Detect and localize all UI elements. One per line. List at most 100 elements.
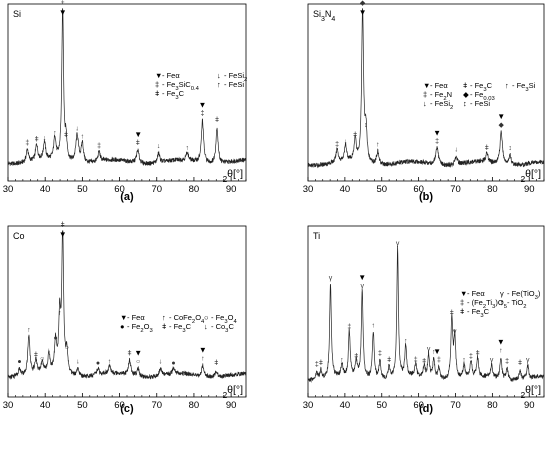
legend-label: - Fe3C (169, 322, 192, 334)
phase-marker: ǂ (215, 117, 219, 124)
legend-label: - Co3C (211, 322, 234, 334)
legend-label: - Fe3Si (512, 81, 536, 93)
legend-symbol: ↕ (463, 99, 467, 108)
phase-marker: ǂ (387, 357, 391, 364)
legend-symbol: ǂ (463, 81, 467, 90)
phase-marker: ǂ (518, 360, 522, 367)
legend-label: - Feα (430, 81, 448, 90)
phase-marker: ↓ (75, 125, 79, 132)
legend-symbol: ○ (204, 313, 209, 322)
phase-marker: ↑ (201, 355, 205, 362)
phase-marker: γ (490, 357, 494, 364)
plot-frame (7, 225, 247, 398)
legend-symbol: ‡ (423, 90, 427, 99)
legend-label: - Feα (467, 289, 485, 298)
phase-marker: ǂ (450, 310, 454, 317)
sample-label: Si3N4 (313, 9, 335, 23)
fe-alpha-marker: ▼ (199, 101, 207, 110)
sample-label: Ti (313, 231, 320, 241)
x-tick-label: 90 (524, 184, 535, 195)
x-tick-label: 30 (303, 400, 314, 411)
phase-marker: ↕ (364, 122, 368, 129)
phase-marker: ↓ (43, 135, 47, 142)
legend-label: - Fe2N (430, 90, 452, 102)
phase-marker: ↑ (81, 133, 85, 140)
x-tick-label: 80 (189, 400, 200, 411)
phase-marker: ○ (65, 344, 69, 351)
phase-marker: ‡ (414, 357, 418, 364)
x-tick-label: 80 (487, 184, 498, 195)
legend-symbol: ↑ (162, 313, 166, 322)
phase-marker: ↑ (499, 347, 503, 354)
phase-marker: ǂ (354, 354, 358, 361)
legend-symbol: ǂ (162, 322, 166, 331)
x-tick-label: 90 (226, 184, 237, 195)
x-axis-label: 2θ[°] (521, 168, 542, 184)
legend-symbol: ▼ (120, 313, 127, 322)
phase-marker: ○ (40, 355, 44, 362)
sample-label: Co (13, 231, 25, 241)
phase-marker: ‡ (469, 354, 473, 361)
fe-alpha-marker: ▼ (433, 128, 441, 137)
phase-marker: ǂ (128, 351, 132, 358)
phase-marker: ǂ (319, 360, 323, 367)
legend-symbol: ● (120, 322, 125, 331)
legend-label: - Fe3SiC0.4 (162, 80, 200, 92)
legend-symbol: γ (500, 289, 504, 298)
legend-symbol: ▼ (155, 71, 162, 80)
legend-label: - Feα (127, 313, 145, 322)
x-tick-label: 30 (3, 400, 14, 411)
legend-symbol: ↑ (217, 80, 221, 89)
phase-marker: ↑ (432, 349, 436, 356)
phase-marker: ǂ (35, 137, 39, 144)
legend-label: - FeSi2 (430, 99, 453, 111)
phase-marker: ↑ (462, 357, 466, 364)
fe-alpha-marker: ▼ (59, 230, 67, 239)
phase-marker: ↓ (344, 138, 348, 145)
legend-label: - Fe3C (162, 89, 185, 101)
phase-marker: ↑ (108, 358, 112, 365)
fe-alpha-marker: ▼ (134, 130, 142, 139)
fe-alpha-marker: ▼ (433, 347, 441, 356)
phase-marker: ǂ (61, 222, 65, 229)
panel-caption: (b) (419, 191, 433, 203)
fe-alpha-marker: ▼ (497, 337, 505, 346)
legend-label: - Fe3O4 (211, 313, 237, 325)
legend-symbol: ‡ (155, 80, 159, 89)
legend-symbol: ǂ (460, 307, 464, 316)
x-tick-label: 80 (487, 400, 498, 411)
phase-marker: ● (53, 335, 57, 342)
phase-marker: ↑ (185, 145, 189, 152)
phase-marker: ↓ (157, 143, 161, 150)
phase-marker: ‡ (378, 351, 382, 358)
x-tick-label: 50 (77, 184, 88, 195)
legend-label: - FeSi (470, 99, 490, 108)
phase-marker: γ (427, 346, 431, 353)
x-axis-label: 2θ[°] (521, 384, 542, 400)
plot-frame (7, 3, 247, 182)
phase-marker: γ (360, 283, 364, 290)
phase-marker: ● (17, 358, 21, 365)
phase-marker: ↑ (53, 130, 57, 137)
phase-marker: ǂ (214, 360, 218, 367)
phase-marker: ◆ (499, 122, 505, 129)
fe-alpha-marker: ▼ (59, 8, 67, 17)
phase-marker: ǂ (476, 351, 480, 358)
phase-marker: γ (396, 241, 400, 248)
phase-marker: ↓ (76, 358, 80, 365)
phase-marker: ↑ (27, 327, 31, 334)
xrd-pattern-line (307, 8, 545, 169)
legend-symbol: ‡ (460, 298, 464, 307)
panel-caption: (a) (120, 191, 134, 203)
legend-label: - Fe0.03 (470, 90, 495, 102)
xrd-pattern-line (7, 8, 247, 167)
x-tick-label: 70 (450, 184, 461, 195)
x-tick-label: 70 (151, 184, 162, 195)
phase-marker: γ (526, 357, 530, 364)
phase-marker: ↓ (159, 358, 163, 365)
phase-marker: ‡ (435, 138, 439, 145)
phase-marker: ‡ (25, 140, 29, 147)
